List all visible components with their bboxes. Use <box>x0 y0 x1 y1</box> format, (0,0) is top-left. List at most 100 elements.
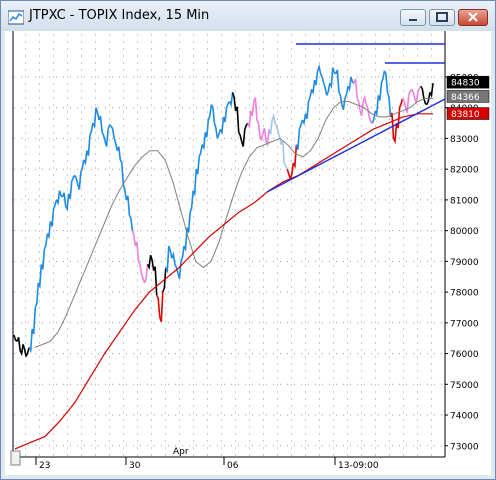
price-segment <box>322 82 328 96</box>
price-segment <box>253 97 258 121</box>
price-segment <box>192 169 197 197</box>
price-segment <box>374 95 380 117</box>
maximize-button[interactable] <box>429 9 455 26</box>
last-price-tag-box <box>446 75 490 89</box>
x-tick-label: 13-09:00 <box>338 461 379 471</box>
price-segment <box>128 214 134 231</box>
price-segment <box>67 181 73 200</box>
price-segment <box>101 131 106 142</box>
price-segment <box>216 128 222 139</box>
price-segment <box>183 227 188 252</box>
price-segment <box>329 67 334 90</box>
y-tick-label: 75000 <box>450 381 479 391</box>
x-axis: 23 30 Apr 06 13-09:00 <box>35 447 379 471</box>
price-series <box>13 64 434 450</box>
price-segment <box>83 150 88 166</box>
price-segment <box>64 193 70 212</box>
y-tick-label: 77000 <box>450 319 479 329</box>
price-segment <box>80 159 85 173</box>
price-segment <box>16 337 21 351</box>
price-segment <box>307 89 313 102</box>
price-segment <box>104 129 109 147</box>
price-segment <box>286 168 292 179</box>
x-tick-label: 06 <box>227 461 239 471</box>
y-tick-label: 78000 <box>450 289 479 299</box>
price-segment <box>201 132 207 151</box>
sma-value-tag-box <box>446 90 490 103</box>
close-button[interactable] <box>458 9 488 26</box>
price-segment <box>271 113 276 124</box>
price-segment <box>213 122 219 139</box>
price-segment <box>401 98 407 108</box>
ema-value-tag-box <box>446 107 490 120</box>
trendlines <box>266 43 446 193</box>
price-segment <box>137 261 143 274</box>
y-tick-label: 82000 <box>450 166 479 176</box>
price-segment <box>228 92 234 108</box>
price-segment <box>371 110 377 124</box>
price-segment <box>25 347 30 357</box>
price-segment <box>298 119 304 130</box>
price-segment <box>198 144 203 158</box>
chart-area[interactable]: 8500084000830008200081000800007900078000… <box>5 31 491 475</box>
price-segment <box>86 135 91 156</box>
price-segment <box>40 249 46 270</box>
price-segment <box>386 92 392 117</box>
price-segment <box>146 255 152 271</box>
price-segment <box>95 107 100 121</box>
price-segment <box>168 245 173 259</box>
price-segment <box>125 195 131 216</box>
ema-value-tag: 83810 <box>451 110 480 120</box>
price-segment <box>98 115 103 133</box>
price-segment <box>362 94 367 105</box>
price-segment <box>420 85 425 99</box>
y-tick-label: 74000 <box>450 412 479 422</box>
price-segment <box>155 294 161 317</box>
price-segment <box>283 162 289 170</box>
price-segment <box>110 125 115 139</box>
x-tick-label: 30 <box>129 461 141 471</box>
y-tick-label: 76000 <box>450 350 479 360</box>
price-segment <box>52 199 58 210</box>
price-segment <box>158 292 164 322</box>
support-trendline <box>266 98 446 193</box>
price-segment <box>152 266 158 296</box>
price-segment <box>219 116 225 136</box>
price-segment <box>107 124 112 130</box>
price-segment <box>319 73 325 84</box>
price-segment <box>356 98 361 111</box>
price-segment <box>89 122 94 136</box>
price-segment <box>210 104 216 124</box>
price-segment <box>195 156 200 175</box>
minimize-button[interactable] <box>400 9 426 26</box>
price-segment <box>171 251 176 265</box>
price-segment <box>134 241 140 262</box>
sma-value-tag: 84366 <box>451 93 480 103</box>
price-segment <box>237 131 243 142</box>
price-segment <box>61 192 67 207</box>
price-segment <box>414 92 419 104</box>
price-segment <box>46 221 52 240</box>
price-segment <box>140 273 146 284</box>
window-title: JTPXC - TOPIX Index, 15 Min <box>29 8 210 23</box>
x-tick-label: 23 <box>39 461 50 471</box>
price-chart[interactable]: 8500084000830008200081000800007900078000… <box>5 31 491 475</box>
price-segment <box>177 261 182 279</box>
price-segment <box>113 138 118 151</box>
price-segment <box>116 146 122 160</box>
scroll-handle[interactable] <box>10 450 21 466</box>
price-segment <box>240 129 246 147</box>
title-bar[interactable]: JTPXC - TOPIX Index, 15 Min <box>1 1 495 31</box>
price-segment <box>122 184 128 201</box>
price-segment <box>301 113 307 126</box>
price-segment <box>186 212 191 233</box>
price-segment <box>353 78 358 99</box>
price-segment <box>174 264 179 274</box>
price-segment <box>265 129 270 148</box>
grid <box>14 34 442 456</box>
price-segment <box>347 76 352 92</box>
price-segment <box>383 70 389 93</box>
price-segment <box>55 190 61 206</box>
price-segment <box>365 104 370 118</box>
